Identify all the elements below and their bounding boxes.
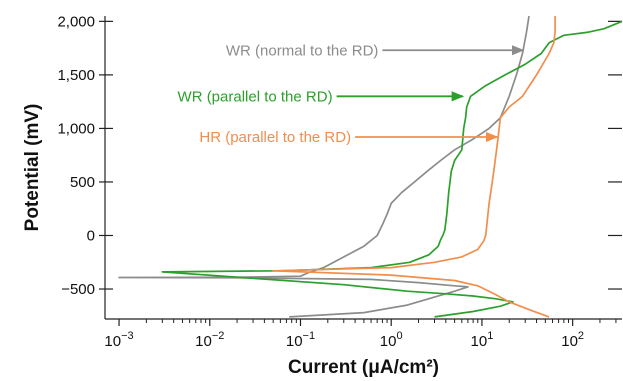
annotation-label-2: WR (parallel to the RD)	[178, 88, 333, 105]
x-tick-label: 102	[561, 330, 584, 350]
y-axis-title: Potential (mV)	[22, 104, 43, 232]
series-line-1	[118, 15, 530, 318]
series-line-2	[161, 20, 623, 318]
x-tick-label: 10−1	[286, 330, 315, 350]
x-tick-label: 100	[380, 330, 403, 350]
annotation-label-1: WR (normal to the RD)	[226, 42, 379, 59]
y-tick-label: 500	[70, 174, 95, 191]
y-tick-label: 0	[87, 227, 95, 244]
x-tick-label: 10−3	[104, 330, 133, 350]
x-tick-label: 101	[471, 330, 494, 350]
annotation-label-3: HR (parallel to the RD)	[199, 129, 351, 146]
series-line-3	[272, 16, 556, 318]
plot-area: −500 0 500 1,000 1,500 2,000 10−3 10−2 10−1 100 10…	[57, 13, 623, 350]
y-tick-label: 1,000	[57, 120, 95, 137]
y-tick-label: 2,000	[57, 13, 95, 30]
y-tick-label: 1,500	[57, 67, 95, 84]
x-axis-title: Current (μA/cm²)	[288, 357, 439, 378]
y-tick-label: −500	[61, 281, 95, 298]
x-tick-label: 10−2	[195, 330, 224, 350]
